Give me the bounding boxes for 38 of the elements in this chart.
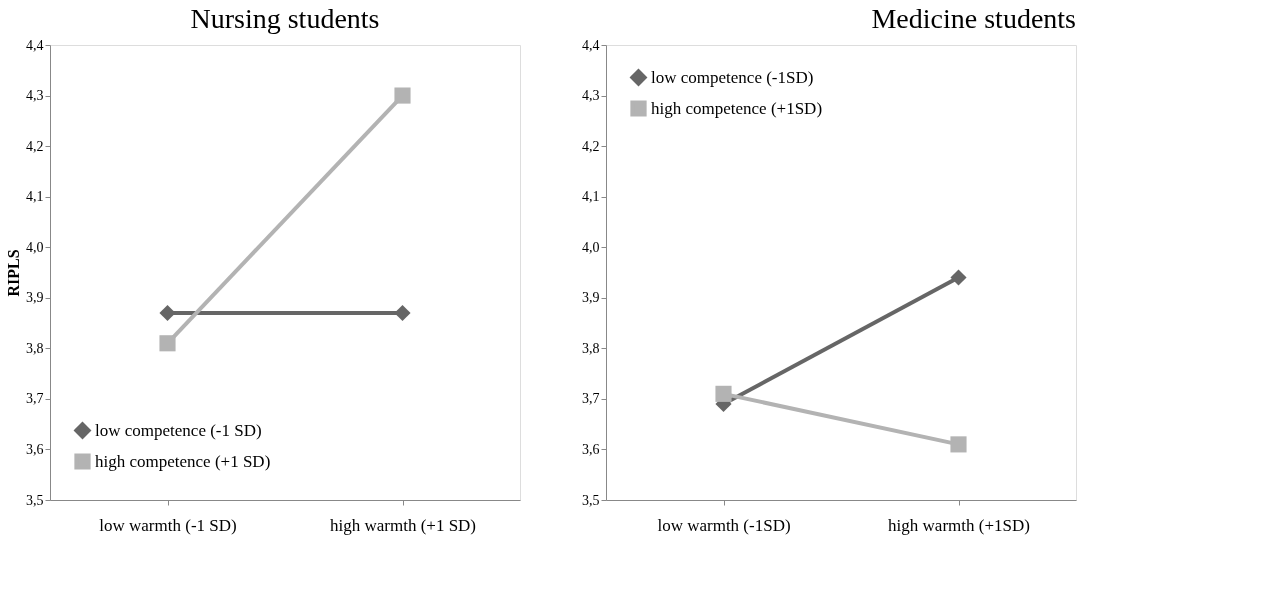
legend-label: low competence (-1SD) (651, 67, 814, 87)
y-tick-label: 3,7 (582, 391, 600, 407)
y-tick-label: 3,7 (26, 391, 44, 407)
y-tick-label: 4,0 (582, 239, 600, 255)
y-tick-label: 4,3 (26, 88, 44, 104)
y-tick-label: 3,6 (582, 441, 600, 457)
y-tick-label: 4,1 (582, 189, 600, 205)
y-tick-label: 4,4 (26, 37, 44, 53)
y-tick-label: 3,6 (26, 441, 44, 457)
point (394, 304, 411, 322)
x-tick-label: high warmth (+1SD) (888, 515, 1030, 535)
y-tick-label: 3,5 (26, 492, 44, 508)
legend-label: high competence (+1 SD) (95, 451, 271, 471)
y-tick-label: 3,9 (26, 290, 44, 306)
y-tick-label: 4,2 (26, 138, 44, 154)
point (159, 335, 176, 352)
y-tick-label: 4,0 (26, 239, 44, 255)
y-tick-label: 4,2 (582, 138, 600, 154)
point (159, 304, 176, 322)
legend-label: high competence (+1SD) (651, 98, 823, 118)
chart-title: Medicine students (871, 3, 1076, 34)
legend-label: low competence (-1 SD) (95, 420, 262, 440)
y-tick-label: 4,4 (582, 37, 600, 53)
x-tick-label: high warmth (+1 SD) (329, 515, 477, 535)
point (950, 436, 967, 453)
point (950, 269, 967, 286)
y-tick-label: 3,9 (582, 290, 600, 306)
y-axis-title: RIPLS (5, 249, 22, 297)
x-tick-label: low warmth (-1SD) (657, 515, 791, 535)
y-tick-label: 3,5 (582, 492, 600, 508)
y-tick-label: 3,8 (26, 340, 44, 356)
y-tick-label: 4,1 (26, 189, 44, 205)
x-tick-label: low warmth (-1 SD) (99, 515, 237, 535)
y-tick-label: 4,3 (582, 88, 600, 104)
y-tick-label: 3,8 (582, 340, 600, 356)
point (394, 87, 411, 104)
point (715, 385, 732, 402)
chart-title: Nursing students (190, 3, 380, 34)
